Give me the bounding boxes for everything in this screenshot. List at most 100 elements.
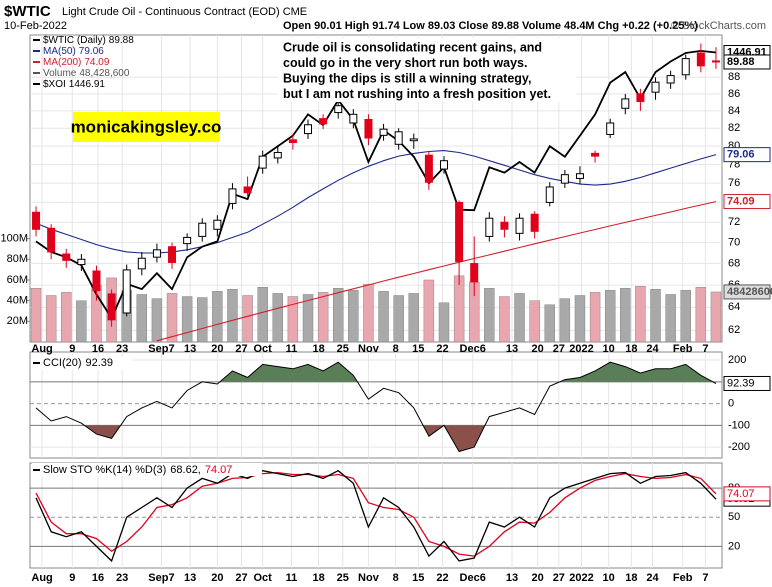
candle-body (304, 124, 313, 135)
x-tick-label: 27 (553, 572, 565, 584)
candle-body (500, 221, 509, 230)
volume-tick-label: 40M (7, 295, 28, 307)
candle-body (198, 222, 207, 237)
subtitle: Light Crude Oil - Continuous Contract (E… (62, 6, 307, 18)
candle-body (349, 113, 358, 124)
legend-entry: $WTIC (Daily) 89.88 (43, 35, 134, 46)
candle-body (62, 253, 71, 261)
panel-frame (29, 351, 723, 459)
x-tick-label: Sep7 (148, 572, 174, 584)
volume-tick-label: 80M (7, 253, 28, 265)
x-tick-label: 13 (184, 572, 196, 584)
overlay-line (156, 201, 717, 342)
value-box (723, 486, 771, 502)
candle-body (621, 98, 630, 109)
candle-body (47, 227, 56, 253)
volume-bar (227, 289, 238, 342)
volume-bar (559, 298, 571, 342)
y-tick-label: 0 (728, 397, 734, 409)
legend-value: 48,428,600 (79, 68, 129, 79)
candle-body (319, 118, 328, 125)
x-tick-label: Oct (254, 343, 273, 355)
panel-label: CCI(20) 92.39 (43, 357, 113, 369)
legend-entry: MA(50) 79.06 (43, 46, 104, 57)
x-tick-label: 27 (235, 343, 247, 355)
candle-body (455, 201, 464, 262)
volume-bar (272, 293, 283, 342)
volume-bar (257, 287, 268, 342)
x-tick-label: 22 (436, 343, 448, 355)
x-tick-label: 18 (312, 572, 324, 584)
x-tick-label: 13 (506, 343, 518, 355)
candle-body (560, 174, 569, 184)
value-box-label: 74.09 (727, 195, 755, 207)
cci-lower-fill (36, 425, 716, 452)
x-tick-label: 8 (393, 343, 399, 355)
value-box (723, 194, 771, 210)
annotation-line: Crude oil is consolidating recent gains,… (283, 40, 542, 54)
legend-name: Volume (43, 68, 77, 79)
legend-value: 74.09 (84, 57, 109, 68)
candle-body (288, 139, 297, 144)
candle-body (651, 81, 660, 93)
candle-body (696, 52, 705, 67)
candle-body (439, 160, 448, 170)
candle-body (394, 131, 403, 145)
volume-bar (45, 295, 57, 342)
volume-bar (680, 290, 691, 342)
candle-body (711, 60, 720, 63)
value-box (723, 147, 771, 163)
volume-bar (76, 300, 87, 342)
volume-bar (136, 294, 148, 342)
value-box-label: 89.88 (727, 56, 755, 68)
x-tick-label: 16 (92, 343, 104, 355)
volume-bar (212, 291, 223, 342)
candle-body (32, 211, 41, 230)
x-tick-label: Dec6 (460, 572, 486, 584)
volume-bar (453, 275, 465, 342)
candle-body (409, 138, 418, 142)
y-tick-label: 68 (728, 257, 740, 269)
x-tick-label: 16 (92, 572, 104, 584)
y-tick-label: 76 (728, 177, 740, 189)
volume-bar (393, 295, 404, 342)
volume-bar (620, 288, 631, 342)
value-box-label: 48428600 (727, 286, 772, 298)
x-tick-label: 15 (412, 572, 424, 584)
x-tick-label: 25 (337, 572, 349, 584)
candle-body (636, 93, 645, 102)
legend-name: MA(200) (43, 57, 81, 68)
panel-name: CCI(20) (43, 357, 82, 369)
annotation-line: could go in the very short run both ways… (283, 56, 527, 70)
x-tick-label: 13 (506, 572, 518, 584)
candle-body (606, 122, 615, 135)
legend-name: $XOI (43, 79, 66, 90)
volume-bar (61, 292, 72, 342)
x-tick-label: 7 (702, 572, 708, 584)
volume-bar (181, 296, 193, 342)
y-tick-label: -200 (728, 441, 750, 453)
legend-entry: $XOI 1446.91 (43, 79, 105, 90)
x-tick-label: Feb (673, 572, 693, 584)
watermark-box (73, 112, 220, 142)
volume-bar (423, 279, 435, 342)
x-tick-label: 18 (312, 343, 324, 355)
y-tick-label: -100 (728, 419, 750, 431)
annotation-box (278, 38, 576, 102)
x-tick-label: 10 (603, 572, 615, 584)
volume-bar (317, 292, 329, 342)
candle-body (364, 119, 373, 139)
x-tick-label: 24 (646, 572, 659, 584)
panel-value: 68.62, (170, 464, 201, 476)
y-tick-label: 82 (728, 122, 740, 134)
annotation-line: Buying the dips is still a winning strat… (283, 71, 531, 85)
overlay-line (35, 150, 717, 254)
candle-body (258, 155, 267, 169)
y-tick-label: 84 (728, 105, 740, 117)
candle-body (530, 213, 539, 232)
cci-line (35, 361, 717, 453)
annotation-line: but I am not rushing into a fresh positi… (283, 87, 551, 101)
watermark: monicakingsley.co (71, 117, 222, 136)
y-tick-label: 86 (728, 88, 740, 100)
panel-frame (29, 34, 723, 343)
